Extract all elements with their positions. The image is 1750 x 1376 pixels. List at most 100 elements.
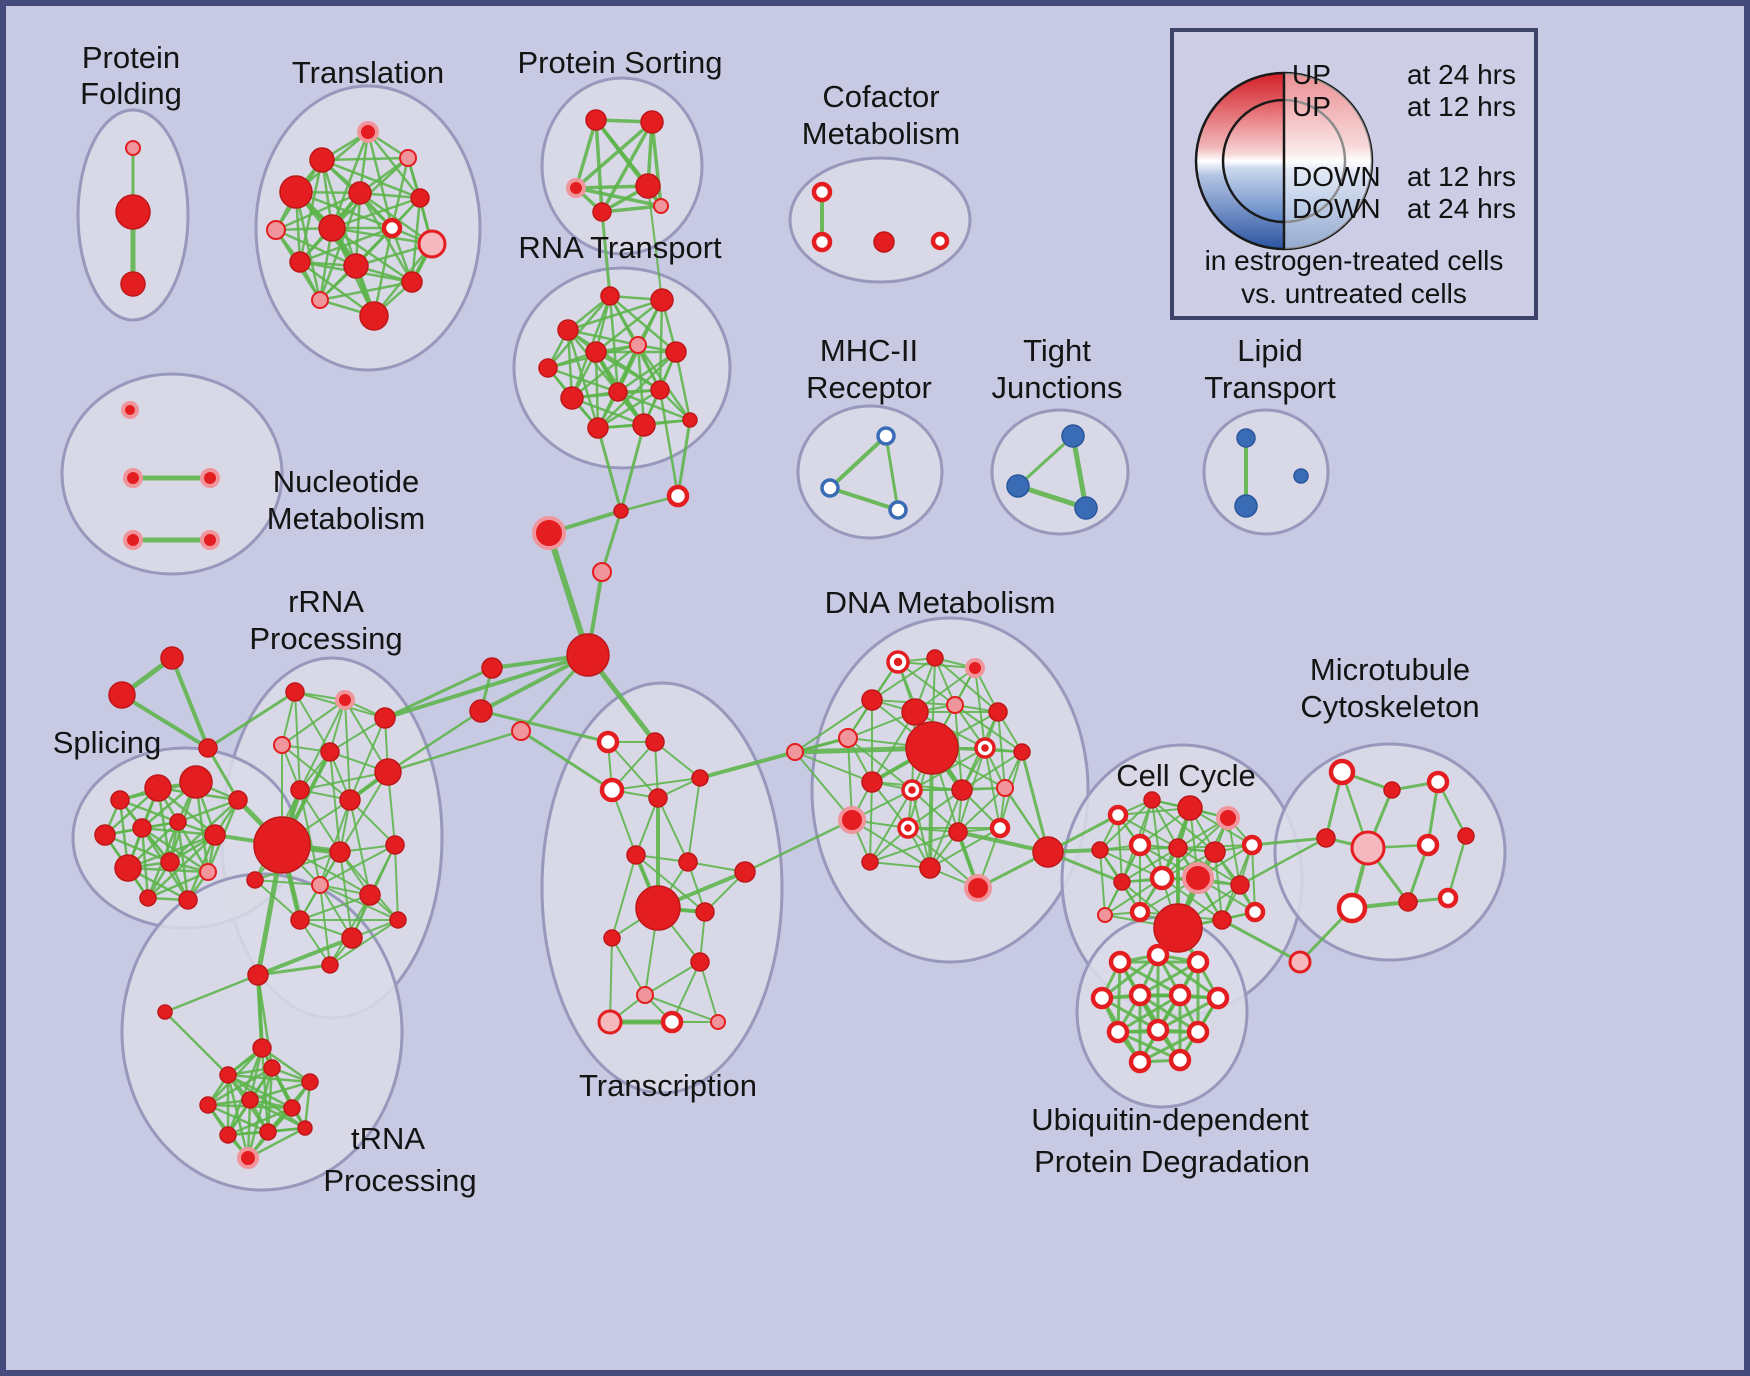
network-edge [330, 226, 414, 284]
legend: UP at 24 hrs UP at 12 hrs DOWN at 12 hrs DOWN a… [1170, 28, 1538, 320]
network-node [219, 1126, 237, 1144]
network-node [640, 110, 664, 134]
cluster-ellipse-microtubule-cytoskeleton [1273, 742, 1507, 962]
legend-footnote: vs. untreated cells [1241, 278, 1467, 309]
network-edge [1117, 814, 1179, 849]
network-edge [330, 226, 434, 246]
network-node [965, 658, 985, 678]
cluster-ellipse-tight-junctions [990, 408, 1130, 536]
network-node [359, 301, 389, 331]
cluster-label-protein-folding: Protein [82, 40, 180, 75]
network-node [399, 149, 417, 167]
cluster-label-protein-sorting: Protein Sorting [517, 45, 722, 80]
network-node [200, 530, 220, 550]
network-node [481, 657, 503, 679]
network-edge [907, 827, 979, 889]
network-edge [687, 777, 701, 863]
network-node [1236, 428, 1256, 448]
network-edge [1099, 799, 1153, 851]
network-node [241, 1091, 259, 1109]
network-node [665, 341, 687, 363]
network-node [1336, 892, 1368, 924]
network-edge [619, 423, 646, 513]
network-edge [170, 656, 210, 750]
network-node [587, 417, 609, 439]
network-node [600, 286, 620, 306]
network-node [290, 910, 310, 930]
network-edge [281, 744, 351, 801]
network-edge [743, 818, 854, 874]
network-node [160, 852, 180, 872]
network-node [566, 178, 586, 198]
cluster-label-transcription: Transcription [579, 1068, 757, 1103]
network-node [1006, 474, 1030, 498]
network-node [1234, 494, 1258, 518]
network-node [1426, 770, 1450, 794]
network-edge [794, 751, 873, 783]
network-node [1107, 804, 1129, 826]
network-node [401, 271, 423, 293]
network-node [374, 707, 396, 729]
cluster-label-trna-processing: tRNA [351, 1121, 425, 1156]
network-node [603, 929, 621, 947]
cluster-label-rna-transport: RNA Transport [518, 230, 722, 265]
network-node [381, 217, 403, 239]
network-node [320, 742, 340, 762]
network-node [357, 121, 379, 143]
network-node [311, 291, 329, 309]
network-node [94, 824, 116, 846]
network-edge [260, 1046, 312, 1084]
network-node [115, 194, 151, 230]
network-edge [596, 426, 623, 513]
network-node [339, 789, 361, 811]
network-node [989, 817, 1011, 839]
network-node [1316, 828, 1336, 848]
network-edge [176, 820, 190, 902]
network-node [237, 1147, 259, 1169]
network-edge [644, 994, 719, 1023]
network-node [410, 188, 430, 208]
network-edge [394, 844, 399, 921]
network-node [247, 964, 269, 986]
network-edge [163, 973, 260, 1014]
network-node [613, 503, 629, 519]
network-node [734, 861, 756, 883]
network-node [1350, 830, 1386, 866]
network-node [1204, 841, 1226, 863]
network-node-center-dot [893, 657, 903, 667]
network-edge [907, 789, 963, 829]
cluster-ellipse-nucleotide-metabolism [60, 372, 284, 576]
network-node [650, 380, 670, 400]
cluster-label-splicing: Splicing [53, 725, 162, 760]
network-node [144, 774, 172, 802]
cluster-label-microtubule-cytoskeleton: Microtubule [1310, 652, 1470, 687]
network-node [951, 779, 973, 801]
network-edge [1116, 993, 1182, 1034]
network-node [283, 1099, 301, 1117]
network-edge [329, 717, 386, 753]
network-node [678, 852, 698, 872]
network-node [123, 530, 143, 550]
network-node [263, 1059, 281, 1077]
network-node [653, 198, 669, 214]
network-node [252, 1038, 272, 1058]
network-edge [299, 894, 371, 921]
network-node [1153, 903, 1203, 953]
network-edge [320, 158, 358, 268]
network-edge [974, 667, 986, 749]
network-edge [658, 388, 680, 498]
network-node [341, 927, 363, 949]
network-edge [616, 350, 678, 394]
network-node [811, 181, 833, 203]
network-node [301, 1073, 319, 1091]
network-node [1074, 496, 1098, 520]
cluster-label-trna-processing: Processing [323, 1163, 476, 1198]
network-edge [657, 797, 689, 863]
network-node [996, 779, 1014, 797]
network-edge [298, 260, 376, 318]
cluster-label-mhc-ii-receptor: MHC-II [820, 333, 918, 368]
network-node [888, 500, 908, 520]
network-edge [635, 797, 659, 856]
network-edge [635, 854, 706, 913]
